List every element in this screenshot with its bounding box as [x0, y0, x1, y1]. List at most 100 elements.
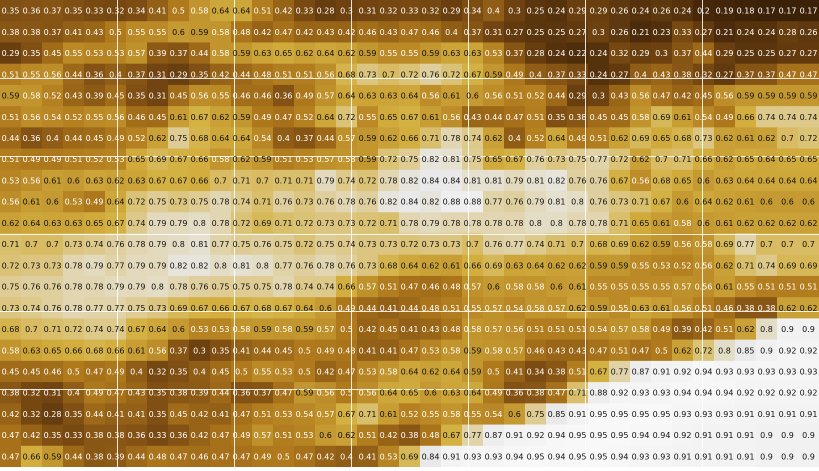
heatmap-cell: [504, 21, 526, 44]
heatmap-cell-label: 0.61: [44, 176, 62, 185]
heatmap-cell-label: 0.85: [548, 410, 566, 419]
heatmap-cell-label: 0.92: [674, 367, 692, 376]
heatmap-cell-label: 0.7: [25, 240, 38, 249]
heatmap-cell-label: 0.88: [443, 198, 461, 207]
heatmap-cell-label: 0.42: [317, 367, 335, 376]
heatmap-cell-label: 0.59: [2, 92, 20, 101]
heatmap-cell: [777, 424, 799, 447]
heatmap-cell-label: 0.66: [212, 304, 230, 313]
heatmap-cell-label: 0.31: [485, 28, 503, 37]
heatmap-cell: [420, 191, 442, 213]
heatmap-cell-label: 0.18: [737, 7, 755, 16]
heatmap-cell: [462, 0, 484, 22]
heatmap-cell: [714, 360, 736, 383]
heatmap-cell-label: 0.46: [191, 452, 209, 461]
heatmap-cell: [189, 127, 211, 150]
heatmap-cell-label: 0.24: [758, 28, 776, 37]
heatmap-cell-label: 0.53: [2, 176, 20, 185]
heatmap-cell-label: 0.74: [128, 219, 146, 228]
heatmap-cell-label: 0.72: [401, 70, 419, 79]
heatmap-cell: [294, 169, 316, 192]
heatmap-cell-label: 0.33: [65, 431, 83, 440]
heatmap-cell: [210, 233, 232, 256]
heatmap-cell-label: 0.81: [233, 261, 251, 270]
heatmap-cell: [504, 360, 526, 383]
heatmap-cell: [504, 339, 526, 362]
heatmap-cell-label: 0.42: [380, 431, 398, 440]
heatmap-cell-label: 0.65: [380, 113, 398, 122]
heatmap-cell-label: 0.78: [590, 219, 608, 228]
heatmap-cell-label: 0.75: [233, 240, 251, 249]
heatmap-cell: [462, 212, 484, 235]
heatmap-cell: [231, 148, 253, 171]
heatmap-cell: [231, 191, 253, 213]
heatmap-cell: [693, 275, 715, 298]
heatmap-cell: [525, 84, 547, 107]
heatmap-cell-label: 0.61: [737, 198, 755, 207]
heatmap-cell: [357, 169, 379, 192]
heatmap-cell-label: 0.62: [632, 240, 650, 249]
heatmap-cell: [252, 148, 274, 171]
heatmap-cell: [357, 84, 379, 107]
heatmap-cell-label: 0.77: [590, 155, 608, 164]
heatmap-cell-label: 0.62: [338, 431, 356, 440]
heatmap-cell-label: 0.82: [170, 261, 188, 270]
heatmap-cell-label: 0.55: [611, 283, 629, 292]
heatmap-cell-label: 0.45: [149, 113, 167, 122]
heatmap-cell: [609, 233, 631, 256]
heatmap-cell: [315, 360, 337, 383]
heatmap-cell: [378, 191, 400, 213]
heatmap-cell-label: 0.43: [86, 28, 104, 37]
heatmap-cell: [693, 84, 715, 107]
heatmap-cell: [735, 42, 757, 65]
heatmap-cell: [735, 148, 757, 171]
heatmap-cell-label: 0.39: [674, 325, 692, 334]
heatmap-cell-label: 0.62: [716, 134, 734, 143]
heatmap-cell: [735, 169, 757, 192]
heatmap-cell: [441, 84, 463, 107]
heatmap-cell: [147, 339, 169, 362]
heatmap-cell-label: 0.65: [128, 155, 146, 164]
heatmap-cell-label: 0.53: [359, 367, 377, 376]
heatmap-cell: [168, 360, 190, 383]
heatmap-cell-label: 0.55: [737, 283, 755, 292]
heatmap-cell: [168, 127, 190, 150]
heatmap-cell: [0, 254, 22, 277]
heatmap-cell: [189, 169, 211, 192]
heatmap-cell: [336, 424, 358, 447]
heatmap-cell: [189, 403, 211, 426]
heatmap-cell: [147, 21, 169, 44]
heatmap-cell: [210, 169, 232, 192]
heatmap-cell-label: 0.6: [697, 219, 710, 228]
heatmap-cell: [630, 339, 652, 362]
heatmap-cell-label: 0.7: [781, 134, 794, 143]
heatmap-cell: [609, 63, 631, 86]
heatmap-cell-label: 0.55: [401, 49, 419, 58]
heatmap-cell-label: 0.45: [44, 49, 62, 58]
heatmap-cell: [357, 212, 379, 235]
heatmap-cell: [126, 21, 148, 44]
heatmap-cell: [42, 297, 64, 320]
heatmap-cell-label: 0.54: [695, 113, 713, 122]
heatmap-cell-label: 0.7: [466, 240, 479, 249]
heatmap-cell: [420, 233, 442, 256]
heatmap-cell: [189, 318, 211, 341]
heatmap-cell-label: 0.29: [590, 7, 608, 16]
heatmap-cell-label: 0.59: [296, 325, 314, 334]
heatmap-cell: [504, 275, 526, 298]
heatmap-cell: [651, 0, 673, 22]
heatmap-cell-label: 0.41: [128, 410, 146, 419]
heatmap-cell-label: 0.44: [65, 134, 83, 143]
heatmap-cell: [42, 233, 64, 256]
heatmap-cell-label: 0.36: [506, 389, 524, 398]
heatmap-cell: [252, 445, 274, 468]
heatmap-cell-label: 0.79: [107, 283, 125, 292]
heatmap-cell-label: 0.51: [254, 7, 272, 16]
heatmap-cell: [483, 275, 505, 298]
heatmap-cell: [525, 148, 547, 171]
heatmap-cell: [42, 254, 64, 277]
heatmap-cell-label: 0.91: [779, 410, 797, 419]
heatmap-cell: [189, 339, 211, 362]
heatmap-cell-label: 0.75: [527, 410, 545, 419]
